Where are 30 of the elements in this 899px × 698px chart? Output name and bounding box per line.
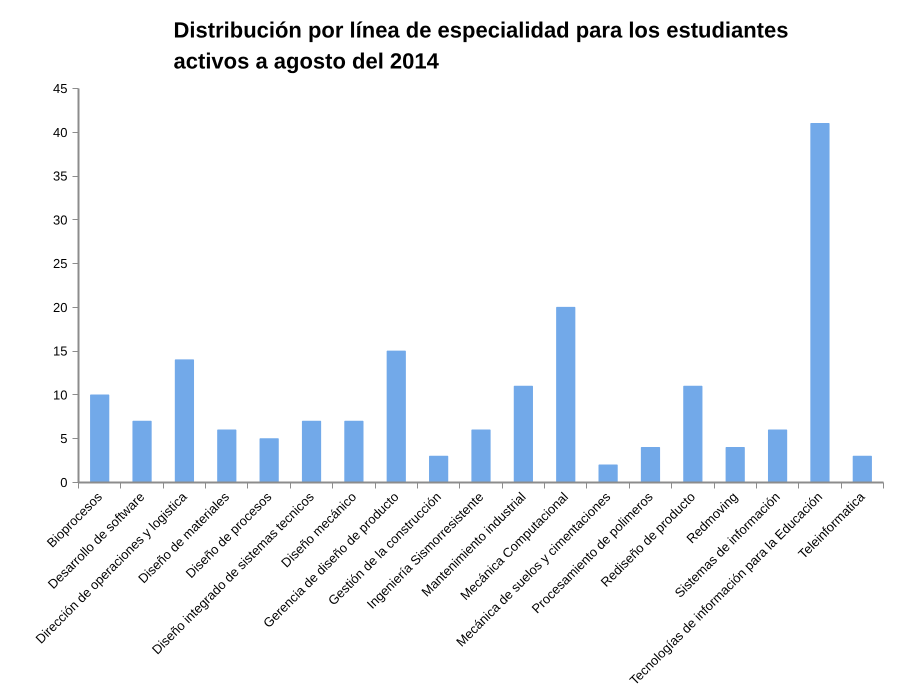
bar: [386, 350, 406, 482]
y-tick-label: 35: [53, 168, 68, 184]
bar: [810, 123, 830, 482]
bar: [344, 420, 364, 482]
y-tick-label: 40: [53, 124, 68, 140]
y-tick-label: 45: [53, 81, 68, 96]
bar: [514, 386, 533, 482]
bar: [852, 456, 872, 482]
bar: [556, 306, 576, 482]
y-tick-label: 25: [53, 256, 68, 272]
bar: [640, 446, 660, 482]
y-tick-label: 10: [53, 387, 68, 402]
bar: [260, 438, 279, 482]
bar: [429, 456, 448, 482]
bar: [132, 420, 152, 482]
bar: [683, 386, 702, 482]
bar: [217, 429, 236, 482]
bar: [598, 464, 618, 482]
bar: [471, 429, 491, 482]
bar: [174, 359, 194, 482]
bar: [726, 446, 745, 482]
bar: [302, 420, 322, 482]
y-tick-label: 30: [53, 212, 68, 228]
bar: [768, 429, 788, 482]
y-tick-label: 5: [60, 431, 68, 446]
bar: [90, 394, 110, 482]
chart-title: Distribución por línea de especialidad para los estudiantes activos a agosto del 2014: [174, 17, 788, 74]
y-tick-label: 0: [60, 475, 68, 490]
y-tick-label: 15: [53, 344, 68, 359]
y-tick-label: 20: [53, 300, 68, 315]
